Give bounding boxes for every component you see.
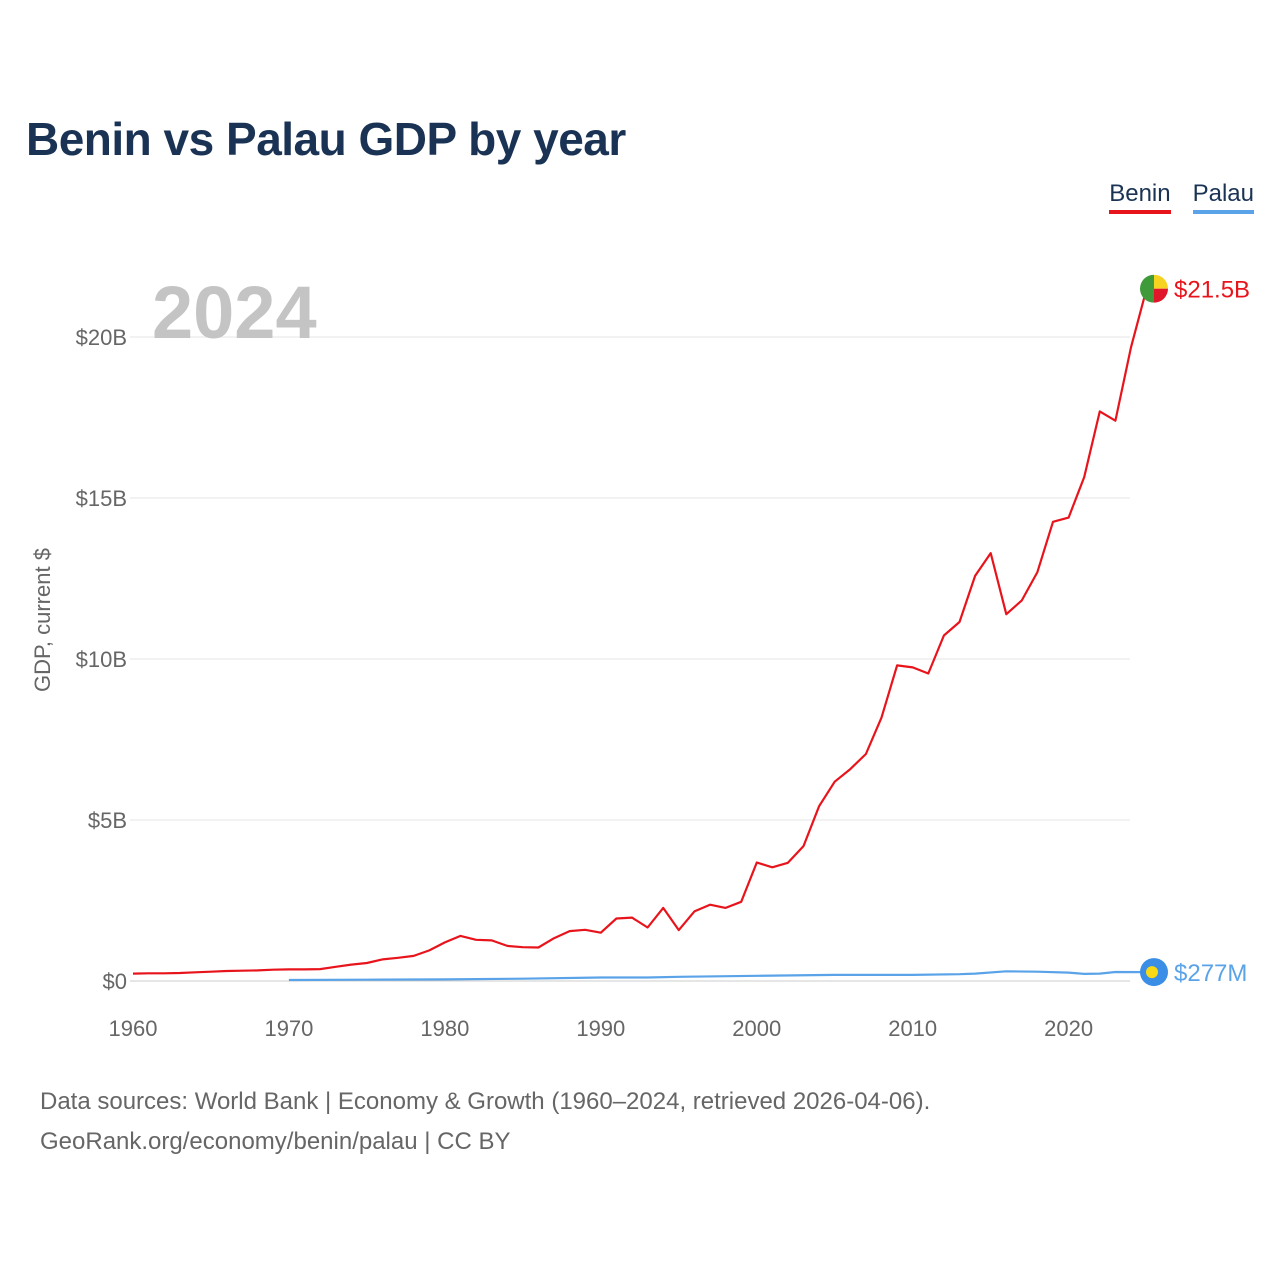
y-tick-label: $10B [76,647,127,672]
legend: Benin Palau [1109,180,1254,214]
x-tick-label: 1980 [420,1016,469,1041]
legend-item-benin[interactable]: Benin [1109,180,1171,214]
x-tick-label: 1970 [264,1016,313,1041]
year-watermark: 2024 [152,271,317,354]
x-axis-ticks: 1960 1970 1980 1990 2000 2010 2020 [109,1016,1094,1041]
y-tick-label: $0 [103,969,127,994]
data-sources: Data sources: World Bank | Economy & Gro… [40,1088,931,1115]
footer-credit: GeoRank.org/economy/benin/palau | CC BY [40,1122,930,1162]
license: CC BY [437,1128,511,1155]
legend-item-palau[interactable]: Palau [1192,180,1254,214]
palau-flag-icon [1140,958,1168,987]
gridlines [130,336,1130,982]
x-tick-label: 2010 [888,1016,937,1041]
series-lines [132,288,1148,982]
footer: Data sources: World Bank | Economy & Gro… [40,1082,930,1162]
x-tick-label: 2000 [732,1016,781,1041]
series-line-palau [288,970,1147,982]
end-value-label-benin: $21.5B [1174,277,1250,304]
x-tick-label: 1960 [109,1016,158,1041]
end-value-label-palau: $277M [1174,960,1247,987]
y-axis-label: GDP, current $ [30,548,55,692]
x-tick-label: 1990 [576,1016,625,1041]
y-tick-label: $15B [76,486,127,511]
y-tick-label: $5B [88,808,127,833]
chart-title: Benin vs Palau GDP by year [26,113,626,165]
x-tick-label: 2020 [1044,1016,1093,1041]
source-link[interactable]: GeoRank.org/economy/benin/palau [40,1128,418,1155]
series-line-benin [132,288,1148,975]
benin-flag-icon [1140,274,1168,303]
y-axis-ticks: $0 $5B $10B $15B $20B [76,325,127,994]
footer-separator: | [417,1128,438,1155]
series-end-markers: $21.5B $277M [1140,274,1250,987]
y-tick-label: $20B [76,325,127,350]
